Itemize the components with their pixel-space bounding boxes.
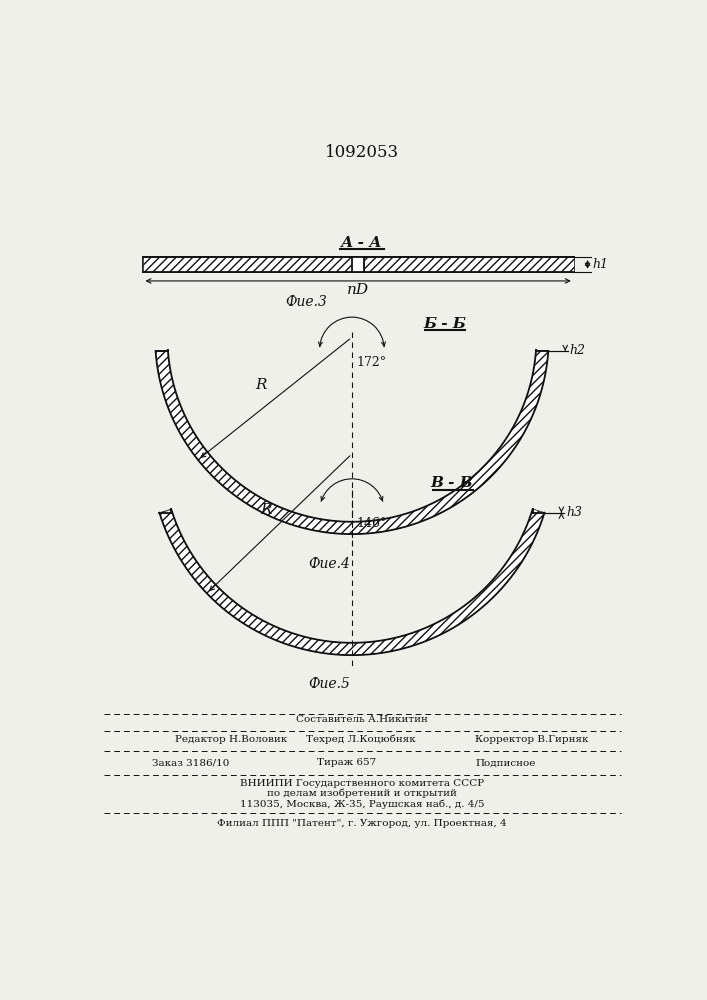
Text: h3: h3 [566,506,582,519]
Text: 172°: 172° [356,356,387,369]
Polygon shape [143,257,352,272]
Text: ВНИИПИ Государственного комитета СССР: ВНИИПИ Государственного комитета СССР [240,779,484,788]
Text: Фие.4: Фие.4 [308,557,350,571]
Text: Б - Б: Б - Б [423,317,466,331]
Text: Тираж 657: Тираж 657 [317,758,377,767]
Text: по делам изобретений и открытий: по делам изобретений и открытий [267,789,457,798]
Polygon shape [160,509,171,513]
Text: Составитель А.Никитин: Составитель А.Никитин [296,715,428,724]
Text: Заказ 3186/10: Заказ 3186/10 [152,758,229,767]
Text: 113035, Москва, Ж-35, Раушская наб., д. 4/5: 113035, Москва, Ж-35, Раушская наб., д. … [240,799,484,809]
Text: h1: h1 [592,258,608,271]
Polygon shape [160,509,544,655]
Polygon shape [364,257,573,272]
Polygon shape [352,257,364,272]
Text: R: R [259,503,271,517]
Text: Фие.5: Фие.5 [308,677,350,691]
Polygon shape [532,509,544,513]
Polygon shape [156,350,549,534]
Text: Фие.3: Фие.3 [285,295,327,309]
Text: пD: пD [347,283,369,297]
Text: 146°: 146° [356,517,387,530]
Text: R: R [255,378,267,392]
Text: Редактор Н.Воловик: Редактор Н.Воловик [175,735,287,744]
Text: А - А: А - А [341,236,382,250]
Text: Подписное: Подписное [475,758,535,767]
Polygon shape [143,257,573,272]
Text: Техред Л.Коцюбняк: Техред Л.Коцюбняк [305,734,416,744]
Text: h2: h2 [570,344,586,358]
Text: Корректор В.Гирняк: Корректор В.Гирняк [475,735,589,744]
Text: Филиал ППП "Патент", г. Ужгород, ул. Проектная, 4: Филиал ППП "Патент", г. Ужгород, ул. Про… [217,819,507,828]
Text: 1092053: 1092053 [325,144,399,161]
Text: В - В: В - В [431,476,474,490]
